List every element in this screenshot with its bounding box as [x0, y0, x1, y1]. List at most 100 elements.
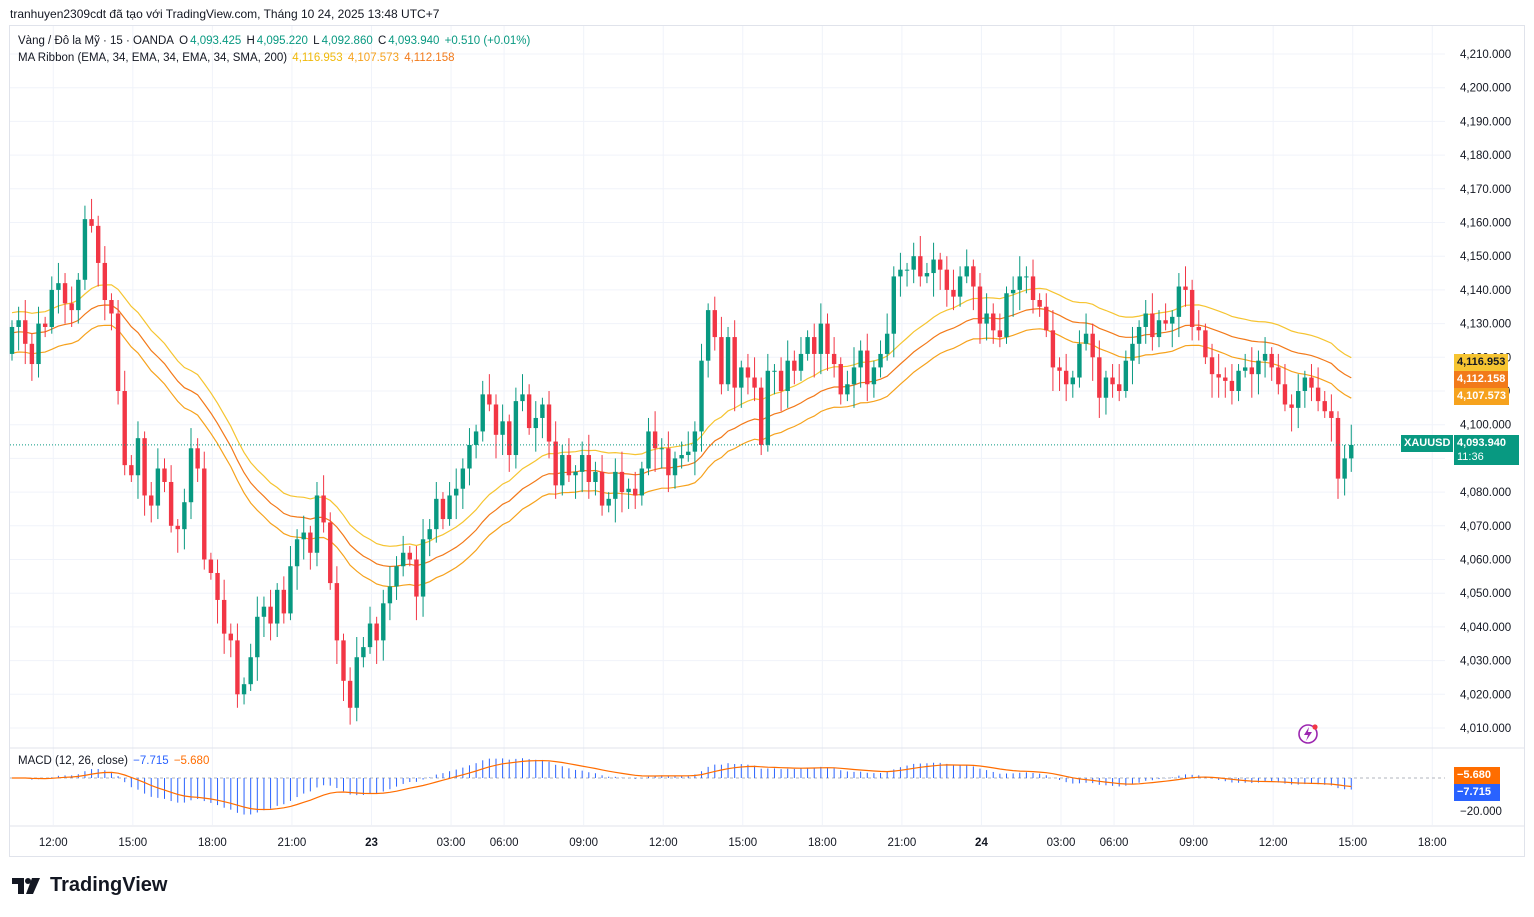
candle-body: [261, 606, 267, 617]
candle-body: [871, 367, 877, 385]
candle-body: [1216, 374, 1221, 378]
candle-body: [918, 256, 923, 277]
candle-body: [1196, 326, 1201, 331]
candle-body: [281, 589, 287, 614]
candle-body: [1156, 320, 1162, 338]
candle-body: [845, 384, 850, 395]
candle-body: [599, 471, 605, 506]
candle-body: [361, 647, 366, 658]
candle-body: [924, 273, 930, 277]
candle-body: [188, 448, 194, 503]
candle-body: [1010, 289, 1016, 294]
candle-body: [540, 404, 545, 418]
macd-name[interactable]: MACD (12, 26, close): [18, 755, 128, 767]
candle-body: [434, 498, 439, 530]
candle-body: [719, 337, 724, 385]
candle-body: [467, 444, 472, 469]
candle-body: [1269, 353, 1274, 368]
lightning-icon[interactable]: [1298, 724, 1318, 744]
candle-body: [666, 448, 671, 476]
x-tick-label: 09:00: [569, 837, 598, 849]
candle-body: [1063, 370, 1069, 385]
candle-body: [82, 219, 88, 280]
x-tick-label: 12:00: [1259, 837, 1288, 849]
candle-body: [115, 313, 121, 391]
candle-body: [672, 458, 678, 476]
candle-body: [513, 401, 519, 456]
macd-axis-tick: −20.000: [1460, 806, 1502, 818]
candle-body: [613, 471, 618, 499]
tradingview-logo[interactable]: TradingView: [12, 874, 167, 897]
ma-mid-tag: 4,112.158: [1454, 371, 1509, 388]
candle-body: [374, 623, 379, 641]
candle-body: [208, 559, 214, 573]
candle-body: [195, 448, 200, 469]
close-value: 4,093.940: [388, 35, 440, 47]
candle-body: [354, 657, 359, 708]
y-tick-label: 4,200.000: [1460, 83, 1511, 95]
candle-body: [1070, 377, 1075, 385]
candle-body: [566, 455, 572, 476]
candle-body: [168, 481, 174, 526]
x-tick-label: 06:00: [490, 837, 519, 849]
candle-body: [1223, 377, 1228, 381]
x-tick-label: 21:00: [278, 837, 307, 849]
x-tick-label: 18:00: [1418, 837, 1447, 849]
candle-body: [931, 259, 936, 274]
y-tick-label: 4,170.000: [1460, 184, 1511, 196]
candle-body: [89, 219, 94, 226]
candle-body: [268, 606, 273, 624]
candle-body: [1044, 306, 1049, 331]
candle-body: [745, 367, 751, 378]
candle-body: [586, 455, 592, 482]
candle-body: [652, 431, 658, 449]
candle-body: [1276, 367, 1281, 385]
candle-body: [1030, 276, 1036, 301]
candle-body: [1249, 367, 1255, 375]
candle-body: [884, 333, 890, 354]
candle-body: [971, 266, 976, 287]
candle-body: [95, 225, 101, 263]
candle-body: [812, 337, 817, 354]
candle-body: [1282, 384, 1288, 405]
candle-body: [407, 552, 412, 560]
x-tick-label: 12:00: [649, 837, 678, 849]
x-tick-label: 12:00: [39, 837, 68, 849]
candle-body: [1289, 404, 1294, 408]
candle-body: [831, 353, 837, 365]
candle-body: [825, 323, 830, 354]
candle-body: [686, 451, 691, 456]
candle-body: [739, 367, 744, 388]
candle-body: [851, 367, 857, 385]
candle-body: [480, 394, 485, 432]
candle-body: [142, 438, 147, 496]
candle-body: [752, 377, 757, 388]
ma-low-tag: 4,107.573: [1454, 388, 1509, 405]
logo-text: TradingView: [50, 874, 168, 896]
candle-body: [891, 276, 896, 334]
symbol-name[interactable]: Vàng / Đô la Mỹ · 15 · OANDA: [18, 35, 174, 47]
y-tick-label: 4,160.000: [1460, 218, 1511, 230]
candle-body: [626, 488, 631, 493]
low-label: L: [313, 35, 320, 47]
candle-body: [427, 529, 432, 540]
candle-body: [898, 269, 903, 277]
candle-body: [984, 313, 989, 324]
ma-name[interactable]: MA Ribbon (EMA, 34, EMA, 34, EMA, 34, SM…: [18, 52, 288, 64]
y-tick-label: 4,150.000: [1460, 251, 1511, 263]
candle-body: [102, 262, 108, 301]
candle-body: [1130, 343, 1135, 361]
candle-body: [241, 684, 247, 695]
candle-body: [951, 289, 956, 297]
ma-ribbon-line-low: [11, 324, 1352, 588]
candle-body: [606, 498, 611, 506]
candle-body: [149, 495, 154, 506]
ma-value-2: 4,107.573: [347, 52, 399, 64]
candle-body: [301, 532, 306, 540]
macd-pane: [10, 758, 1445, 815]
y-tick-label: 4,050.000: [1460, 588, 1511, 600]
candle-body: [911, 256, 916, 270]
candle-body: [321, 495, 326, 523]
candle-body: [838, 364, 843, 395]
